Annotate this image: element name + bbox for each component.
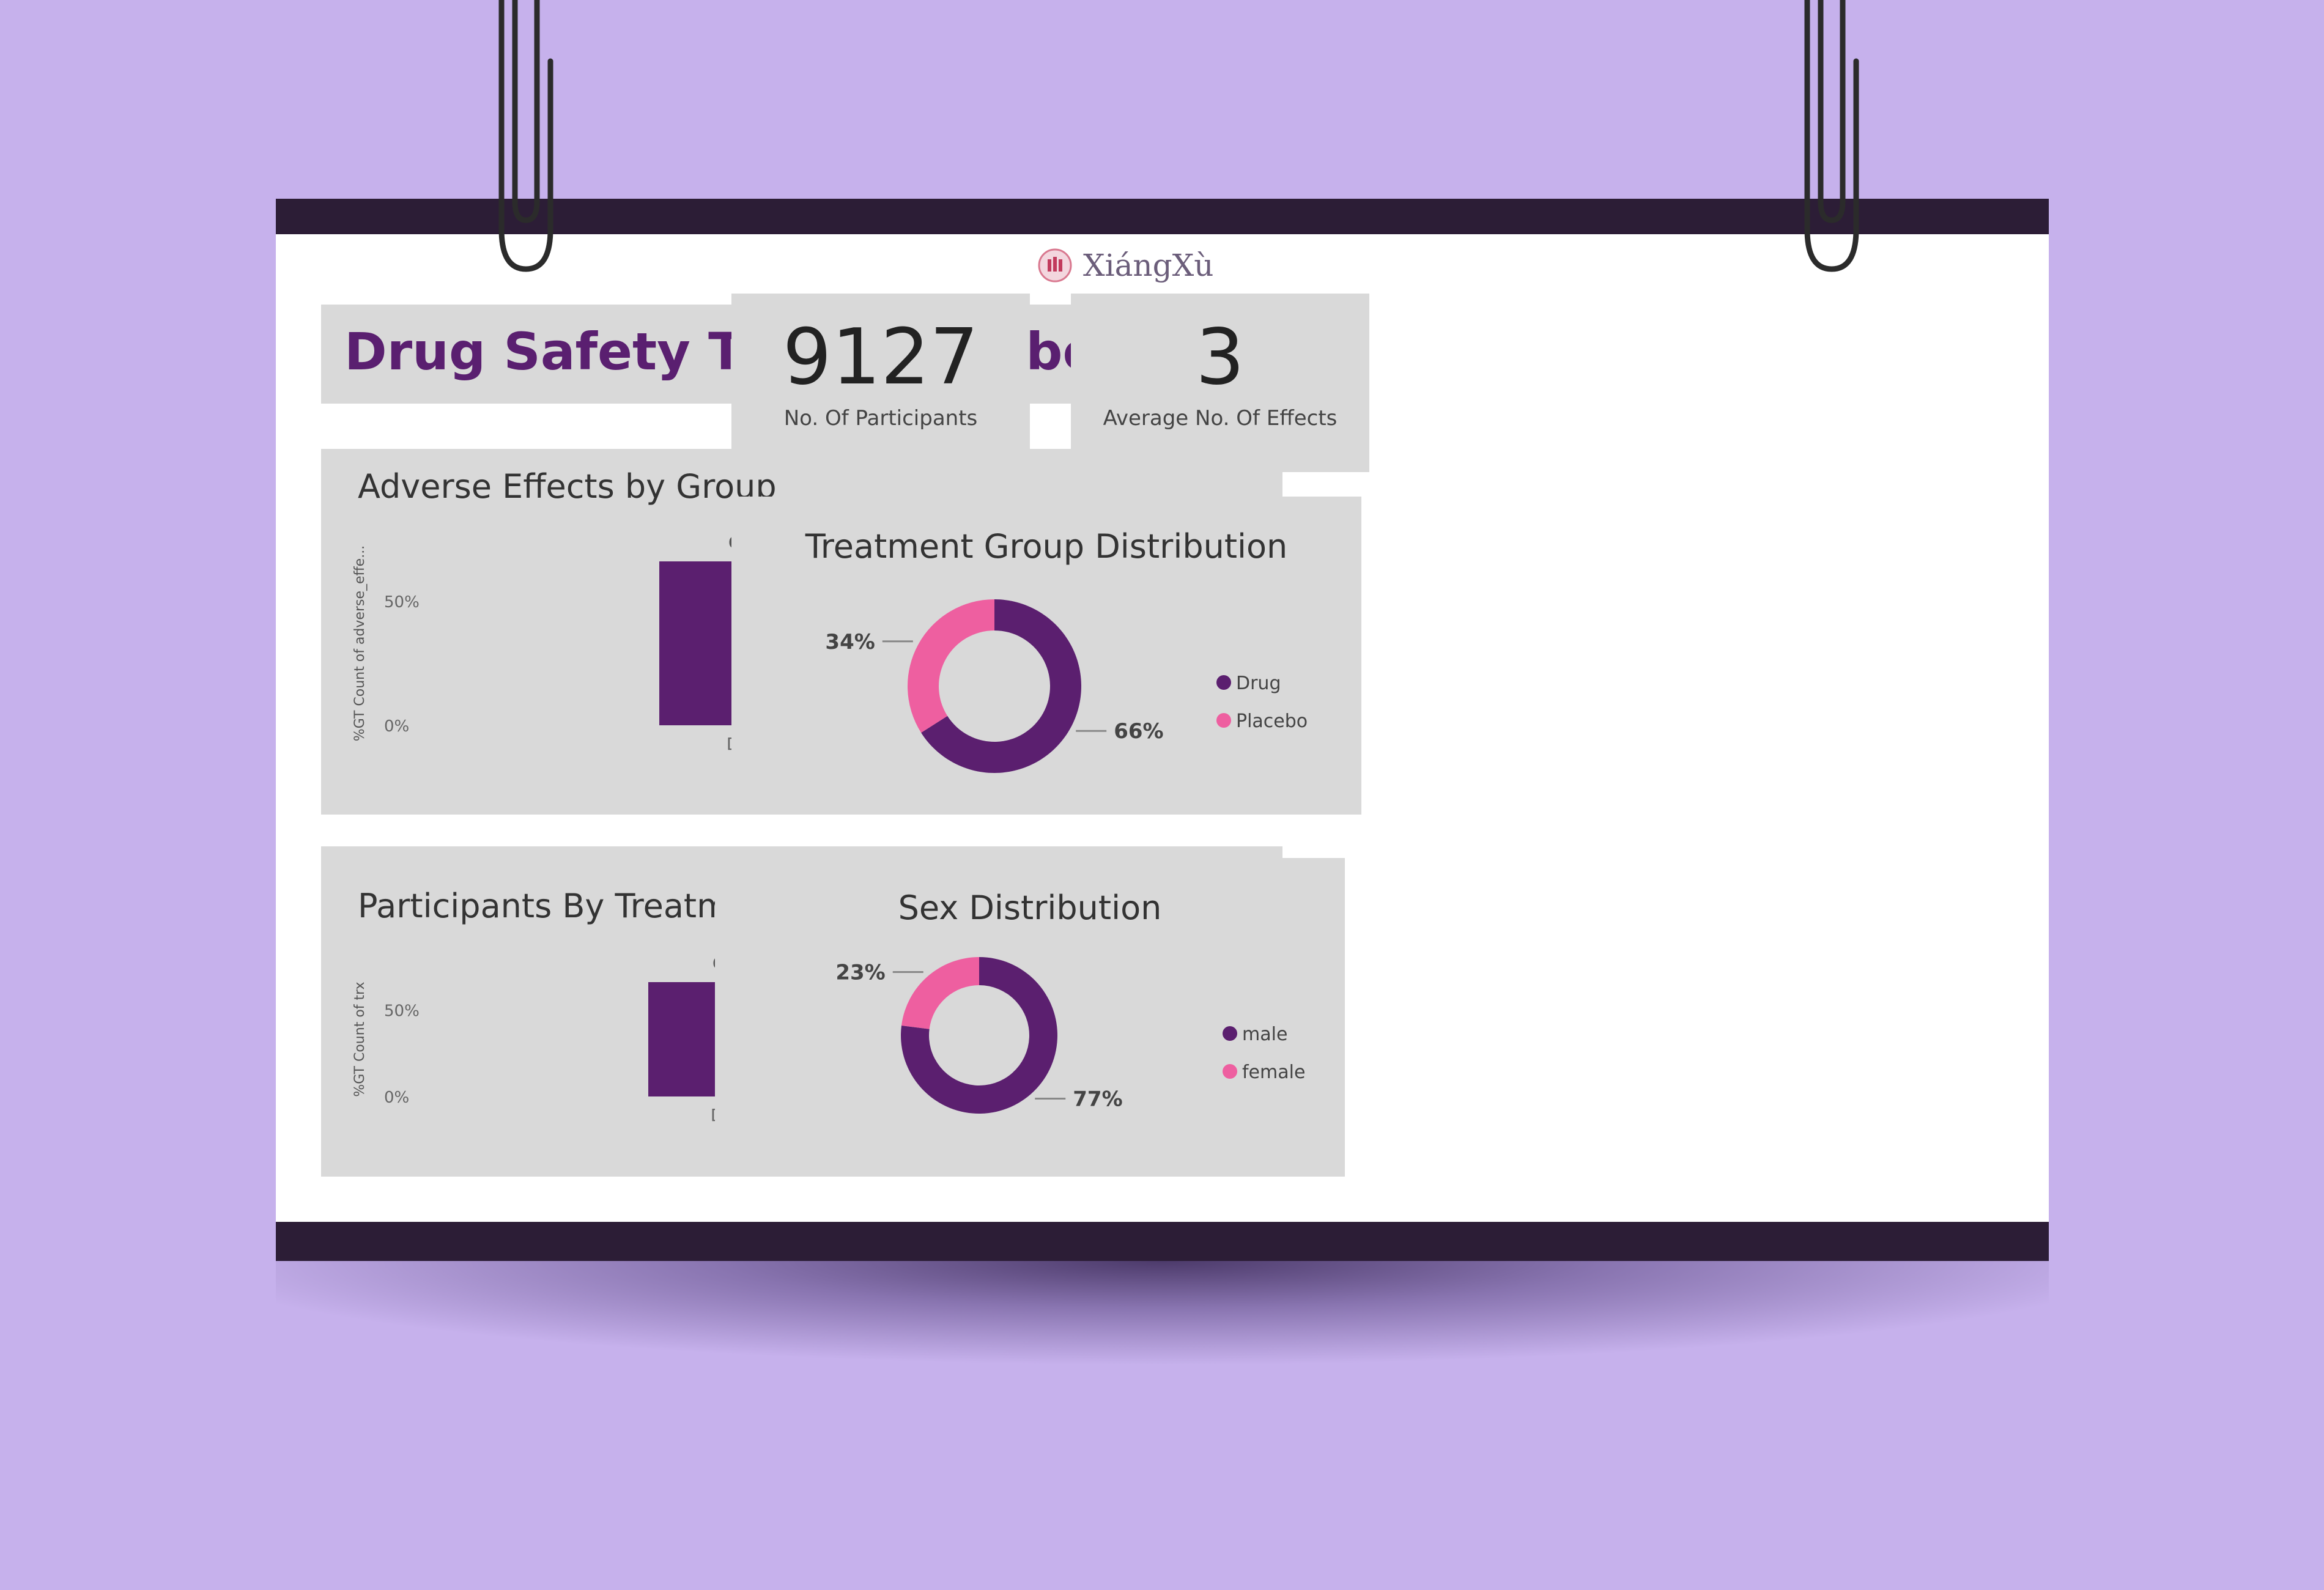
sex-distribution-chart: 77% 23% male female <box>835 957 1305 1114</box>
y-axis-label: %GT Count of adverse_effe... <box>352 545 368 741</box>
legend-marker <box>1216 713 1231 728</box>
legend-label: Placebo <box>1236 711 1308 732</box>
legend-marker <box>1216 675 1231 690</box>
slice-placebo <box>908 599 994 733</box>
slice-male <box>901 957 1057 1114</box>
y-tick-label: 0% <box>384 1089 409 1107</box>
slice-female <box>901 957 979 1029</box>
data-label: 77% <box>1073 1087 1122 1112</box>
kpi-effects-label: Average No. Of Effects <box>1103 406 1338 431</box>
sex-distribution-title: Sex Distribution <box>898 889 1162 927</box>
brand-logo-icon <box>1038 248 1072 283</box>
slice-drug <box>921 599 1081 773</box>
kpi-participants-card: 9127 No. Of Participants <box>731 294 1030 472</box>
y-tick-label: 50% <box>384 1002 420 1020</box>
adverse-effects-title: Adverse Effects by Group <box>358 467 777 506</box>
legend-label: female <box>1242 1062 1305 1083</box>
treatment-distribution-title: Treatment Group Distribution <box>805 527 1288 566</box>
brand: XiángXù <box>1038 248 1213 283</box>
board-shadow <box>276 1261 2049 1365</box>
treatment-distribution-card: Treatment Group Distribution 66% 34% Drug P… <box>731 497 1361 815</box>
legend-label: Drug <box>1236 673 1281 694</box>
kpi-effects-value: 3 <box>1195 312 1245 402</box>
data-label: 66% <box>1114 719 1163 744</box>
dashboard-board: XiángXù Drug Safety Trials Dashboard 912… <box>276 199 2049 1261</box>
kpi-participants-value: 9127 <box>782 312 979 402</box>
data-label: 34% <box>825 630 875 654</box>
sex-distribution-card: Sex Distribution 77% 23% male female <box>715 858 1345 1177</box>
left-paperclip-icon <box>498 0 553 272</box>
brand-name: XiángXù <box>1083 248 1214 283</box>
legend-label: male <box>1242 1024 1287 1045</box>
board-top-strip <box>276 199 2049 234</box>
board-bottom-strip <box>276 1222 2049 1261</box>
y-tick-label: 0% <box>384 717 409 736</box>
treatment-distribution-chart: 66% 34% Drug Placebo <box>825 599 1308 773</box>
legend-marker <box>1223 1064 1237 1079</box>
legend-marker <box>1223 1026 1237 1041</box>
kpi-effects-card: 3 Average No. Of Effects <box>1071 294 1369 472</box>
kpi-participants-label: No. Of Participants <box>783 406 978 431</box>
y-axis-label: %GT Count of trx <box>352 982 368 1096</box>
y-tick-label: 50% <box>384 593 420 612</box>
data-label: 23% <box>835 960 885 985</box>
right-paperclip-icon <box>1804 0 1859 272</box>
